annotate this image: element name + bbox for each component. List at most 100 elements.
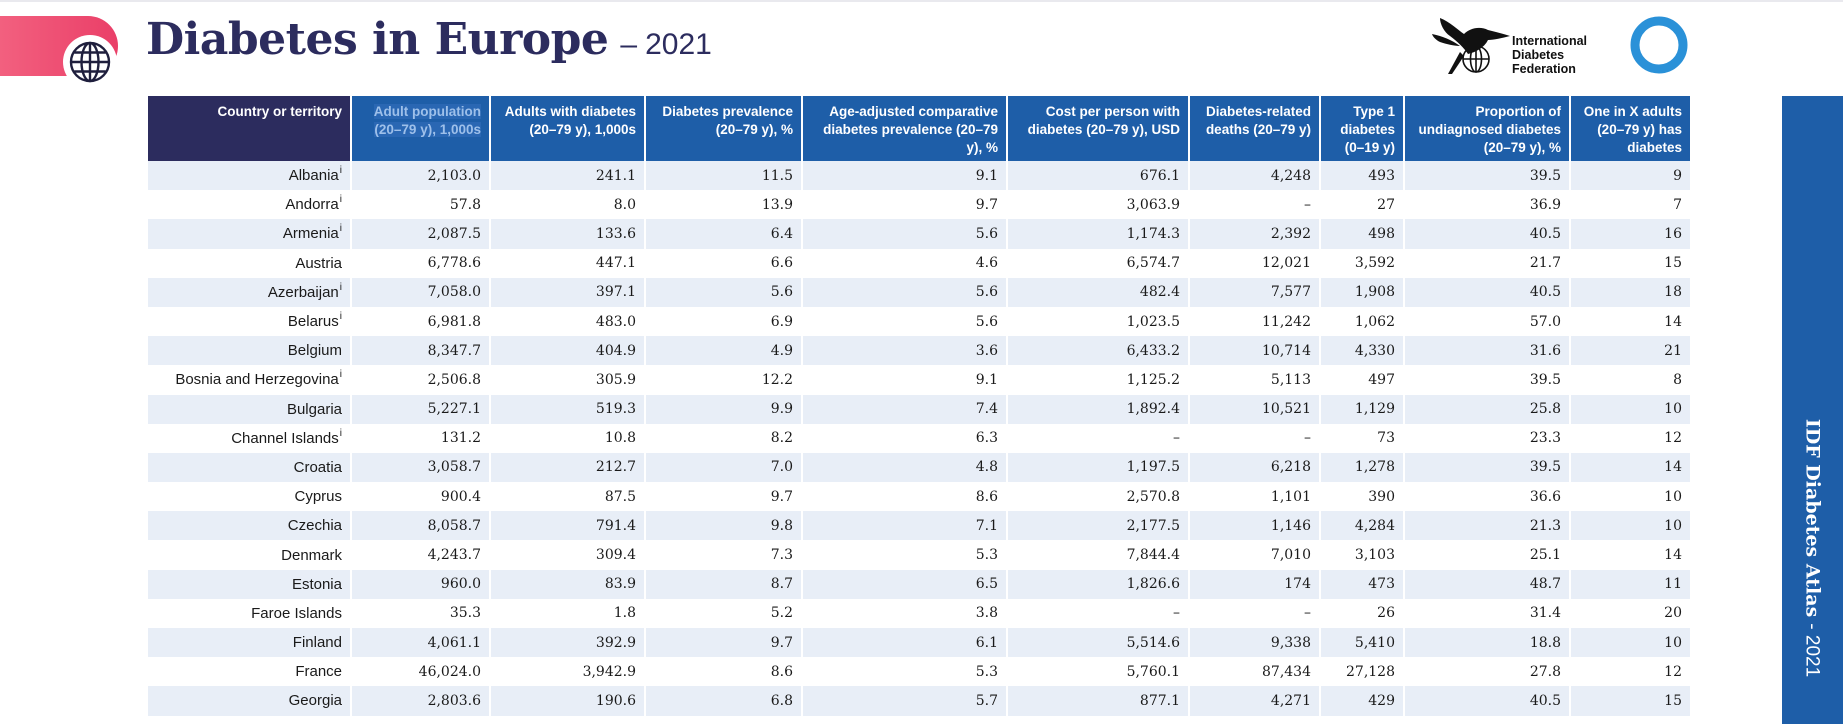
- value-cell: 3,103: [1319, 540, 1404, 570]
- table-row: Bulgaria 5,227.1 519.3 9.9 7.4 1,892.4 10,521 1…: [148, 394, 1690, 424]
- top-rule: [0, 0, 1843, 2]
- country-name: Cyprus: [294, 488, 342, 506]
- value-cell: 39.5: [1403, 365, 1570, 395]
- value-cell: 482.4: [1006, 277, 1189, 307]
- value-cell: –: [1188, 423, 1320, 453]
- value-cell: 6.4: [644, 219, 802, 249]
- value-cell: 57.8: [350, 190, 490, 220]
- value-cell: 10.8: [489, 423, 645, 453]
- value-cell: –: [1006, 598, 1189, 628]
- table-row: France 46,024.0 3,942.9 8.6 5.3 5,760.1 87,434…: [148, 657, 1690, 687]
- idf-line-1: International: [1512, 34, 1588, 48]
- value-cell: 4,243.7: [350, 540, 490, 570]
- table-row: Estonia 960.0 83.9 8.7 6.5 1,826.6 174 473 48.7 1…: [148, 569, 1690, 599]
- value-cell: 7,844.4: [1006, 540, 1189, 570]
- value-cell: 87.5: [489, 482, 645, 512]
- idf-line-3: Federation: [1512, 62, 1576, 76]
- country-cell: Croatia: [148, 452, 351, 483]
- value-cell: 493: [1319, 161, 1404, 191]
- value-cell: 8,058.7: [350, 511, 490, 541]
- value-cell: 131.2: [350, 423, 490, 453]
- value-cell: 5,760.1: [1006, 657, 1189, 687]
- side-label: IDF Diabetes Atlas - 2021: [1801, 419, 1824, 677]
- value-cell: 6.3: [801, 423, 1007, 453]
- value-cell: 4,330: [1319, 336, 1404, 366]
- country-cell: Finland: [148, 628, 351, 658]
- blue-ring-icon: [1630, 16, 1688, 74]
- value-cell: 3,942.9: [489, 657, 645, 687]
- country-name: Estonia: [291, 575, 342, 593]
- title-dash: –: [620, 28, 638, 61]
- value-cell: 12,021: [1188, 248, 1320, 278]
- footnote-marker: i: [339, 311, 342, 323]
- value-cell: 8.0: [489, 190, 645, 220]
- table-row: Belarusi 6,981.8 483.0 6.9 5.6 1,023.5 11,242 1…: [148, 306, 1690, 337]
- value-cell: 4.8: [801, 452, 1007, 483]
- value-cell: 11,242: [1188, 306, 1320, 337]
- value-cell: 4.6: [801, 248, 1007, 278]
- value-cell: 2,177.5: [1006, 511, 1189, 541]
- column-header: Adult population (20–79 y), 1,000s: [350, 96, 490, 161]
- value-cell: 133.6: [489, 219, 645, 249]
- idf-wordmark: International Diabetes Federation: [1512, 34, 1587, 76]
- column-header: Diabetes prevalence (20–79 y), %: [644, 96, 802, 161]
- value-cell: 83.9: [489, 569, 645, 599]
- country-name: Channel Islands: [231, 429, 339, 447]
- value-cell: 27,128: [1319, 657, 1404, 687]
- value-cell: 8,347.7: [350, 336, 490, 366]
- value-cell: 8.7: [644, 569, 802, 599]
- value-cell: 9.7: [801, 190, 1007, 220]
- value-cell: 7,058.0: [350, 277, 490, 307]
- value-cell: 31.6: [1403, 336, 1570, 366]
- value-cell: 6.8: [644, 686, 802, 716]
- country-cell: Czechia: [148, 511, 351, 541]
- country-name: Belgium: [287, 342, 342, 360]
- value-cell: 3,592: [1319, 248, 1404, 278]
- value-cell: 4,248: [1188, 161, 1320, 191]
- value-cell: 6,218: [1188, 452, 1320, 483]
- country-cell: Albaniai: [148, 161, 351, 191]
- value-cell: 1,908: [1319, 277, 1404, 307]
- value-cell: 6,778.6: [350, 248, 490, 278]
- value-cell: 3,058.7: [350, 452, 490, 483]
- value-cell: 1,174.3: [1006, 219, 1189, 249]
- value-cell: 6.5: [801, 569, 1007, 599]
- country-cell: Faroe Islands: [148, 598, 351, 628]
- value-cell: 5.6: [801, 219, 1007, 249]
- value-cell: 3.6: [801, 336, 1007, 366]
- page-title: Diabetes in Europe –2021: [146, 14, 712, 65]
- value-cell: 10,521: [1188, 394, 1320, 424]
- value-cell: 8: [1569, 365, 1690, 395]
- value-cell: 7.0: [644, 452, 802, 483]
- value-cell: 1,101: [1188, 482, 1320, 512]
- value-cell: 13.9: [644, 190, 802, 220]
- value-cell: 174: [1188, 569, 1320, 599]
- value-cell: 12.2: [644, 365, 802, 395]
- country-name: Armenia: [282, 225, 339, 243]
- value-cell: 11: [1569, 569, 1690, 599]
- value-cell: 7.4: [801, 394, 1007, 424]
- table-row: Austria 6,778.6 447.1 6.6 4.6 6,574.7 12,021 3,…: [148, 248, 1690, 278]
- value-cell: 429: [1319, 686, 1404, 716]
- country-name: Finland: [292, 634, 342, 652]
- table-row: Andorrai 57.8 8.0 13.9 9.7 3,063.9–27 36.9 7: [148, 190, 1690, 220]
- value-cell: 190.6: [489, 686, 645, 716]
- value-cell: 8.6: [801, 482, 1007, 512]
- value-cell: 9.9: [644, 394, 802, 424]
- value-cell: 16: [1569, 219, 1690, 249]
- value-cell: 6,981.8: [350, 306, 490, 337]
- value-cell: 4,271: [1188, 686, 1320, 716]
- value-cell: 8.2: [644, 423, 802, 453]
- value-cell: 11.5: [644, 161, 802, 191]
- value-cell: 2,087.5: [350, 219, 490, 249]
- value-cell: 1,146: [1188, 511, 1320, 541]
- table-row: Cyprus 900.4 87.5 9.7 8.6 2,570.8 1,101 390 36.6…: [148, 482, 1690, 512]
- globe-icon: [63, 35, 117, 89]
- diabetes-table: Country or territory Adult population (2…: [148, 96, 1690, 716]
- value-cell: 1,826.6: [1006, 569, 1189, 599]
- value-cell: 9.1: [801, 365, 1007, 395]
- page-title-text: Diabetes in Europe: [146, 14, 609, 65]
- value-cell: 36.9: [1403, 190, 1570, 220]
- footnote-marker: i: [339, 165, 342, 177]
- column-header: Type 1 diabetes (0–19 y): [1319, 96, 1404, 161]
